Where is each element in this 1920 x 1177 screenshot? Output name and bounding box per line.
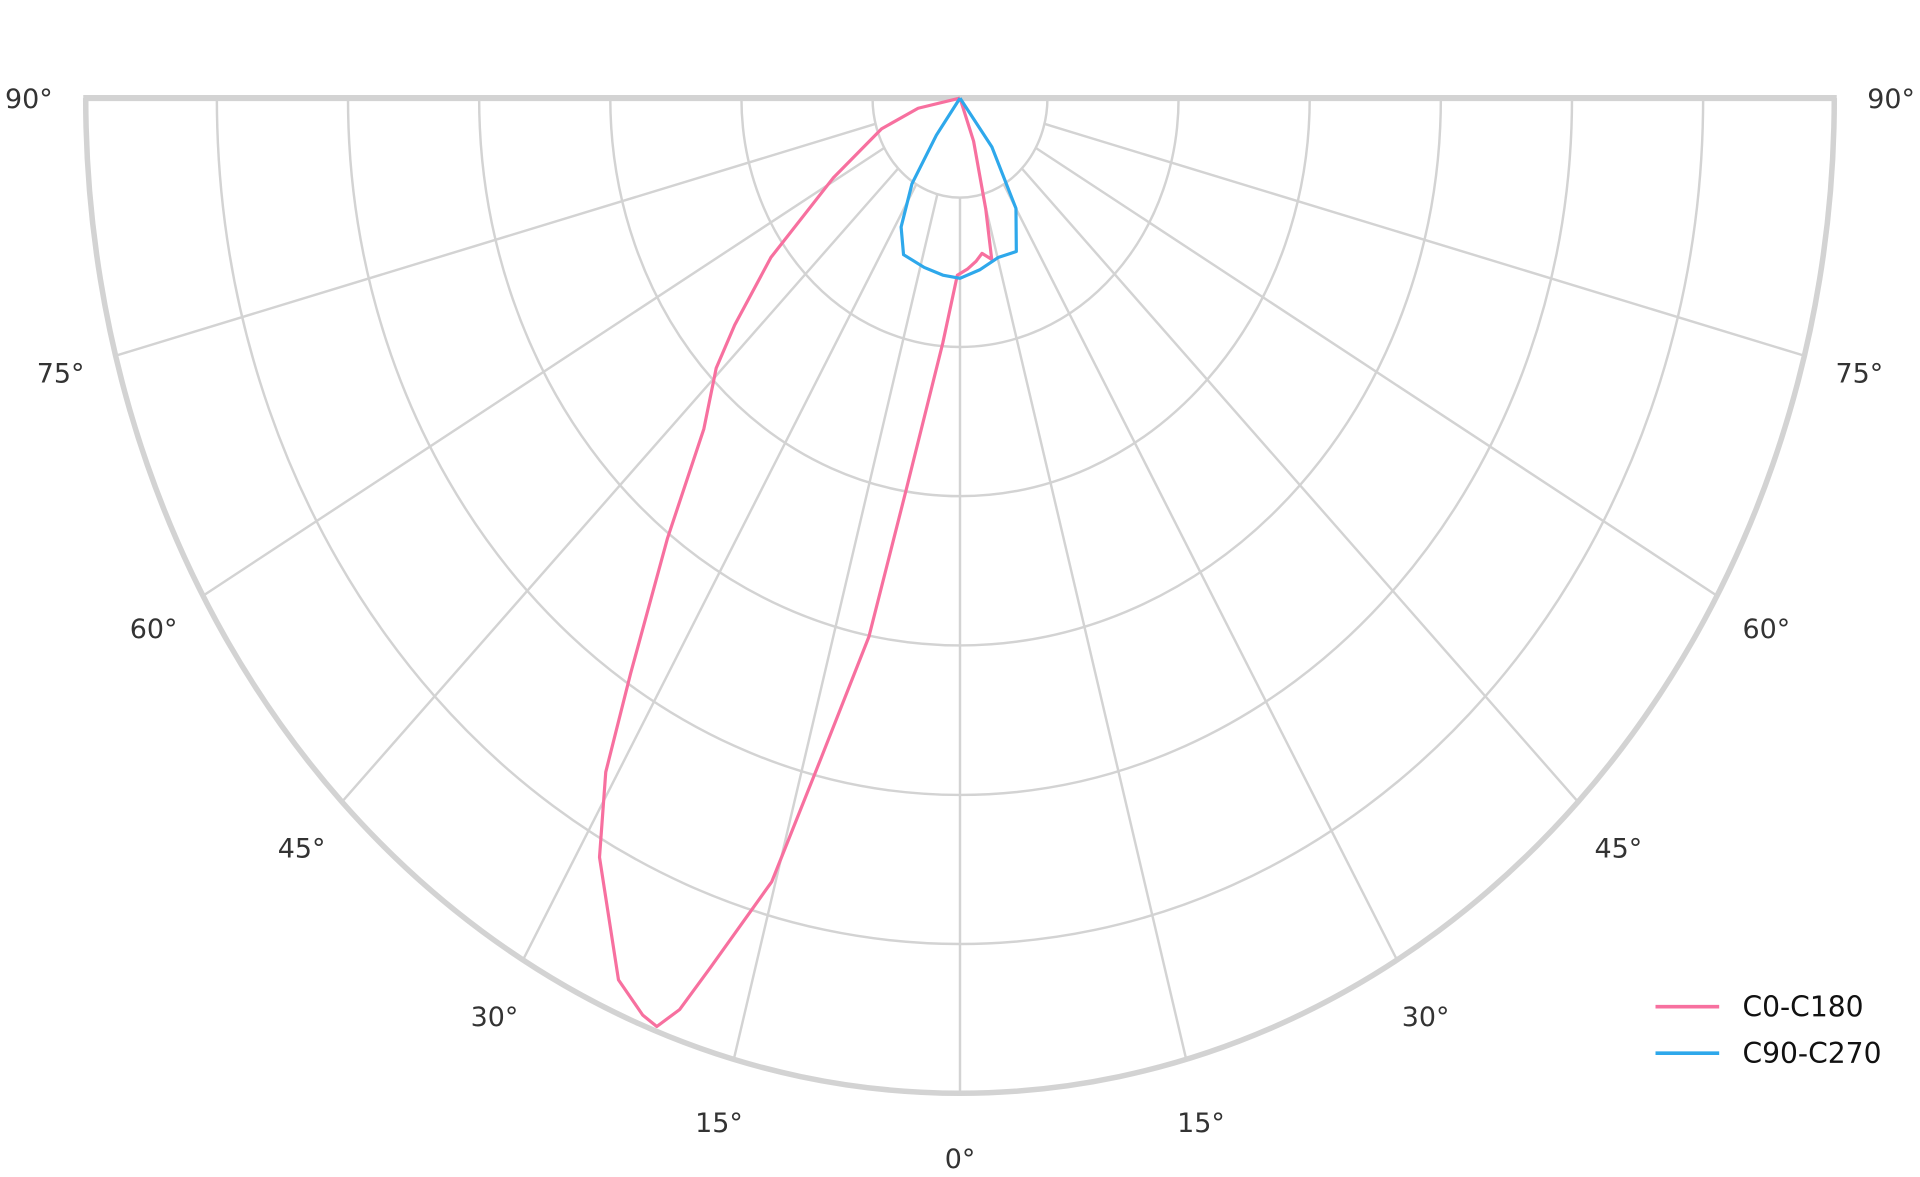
grid-spoke [981, 193, 1188, 1060]
series-group [597, 96, 1018, 1029]
angle-tick-label: 0° [945, 1144, 976, 1175]
angle-tick-label: 45° [1595, 834, 1643, 865]
angle-tick-label: 90° [5, 84, 53, 115]
angle-tick-label: 45° [278, 834, 326, 865]
grid-spoke [115, 122, 876, 357]
angle-tick-label: 90° [1867, 84, 1915, 115]
grid-spoke [521, 183, 918, 961]
angle-tick-label: 30° [1402, 1002, 1450, 1033]
legend-label: C0-C180 [1742, 990, 1863, 1023]
angle-tick-label: 15° [1177, 1108, 1225, 1139]
grid-spoke [340, 167, 900, 803]
angle-tick-label: 15° [695, 1108, 743, 1139]
legend: C0-C180 C90-C270 [1655, 990, 1882, 1070]
series-line-c90-c270 [899, 97, 1018, 280]
legend-label: C90-C270 [1742, 1037, 1881, 1070]
grid-spoke [1044, 122, 1805, 357]
angle-tick-label: 60° [130, 614, 178, 645]
angle-tick-label: 30° [471, 1002, 519, 1033]
grid-spoke [1020, 167, 1580, 803]
angle-tick-label: 75° [1836, 358, 1884, 389]
grid [82, 95, 1838, 1097]
grid-ring [871, 98, 1049, 199]
angle-tick-label: 75° [37, 358, 85, 389]
series-line-c0-c180 [597, 96, 994, 1029]
grid-spoke [1035, 146, 1718, 597]
angle-tick-labels: 90° 75° 60° 45° 30° 15° 0° 15° 30° 45° 60° 75° 90° [5, 84, 1915, 1175]
grid-spoke [202, 146, 885, 597]
grid-spoke [1002, 183, 1399, 961]
angle-tick-label: 60° [1743, 614, 1791, 645]
grid-spoke [732, 193, 939, 1060]
